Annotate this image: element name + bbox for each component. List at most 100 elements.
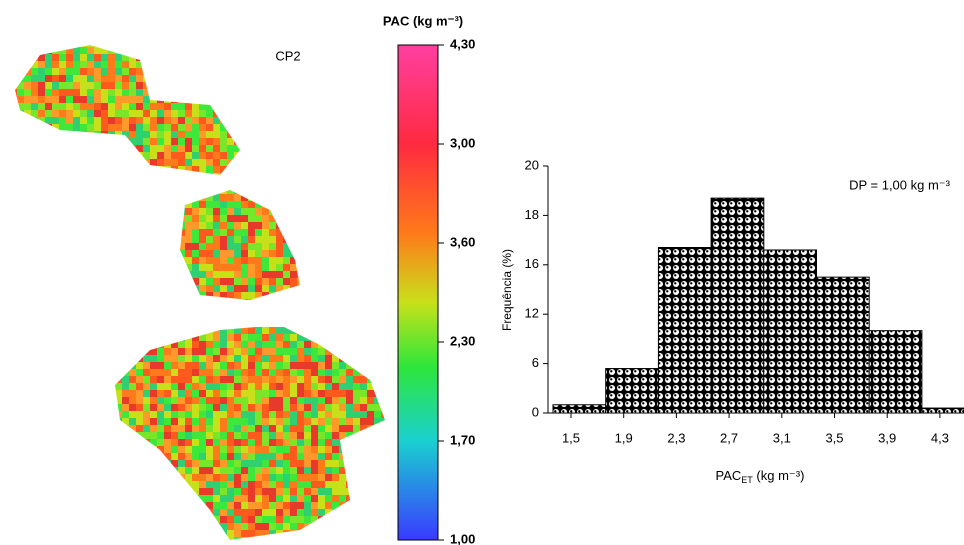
map-cell xyxy=(136,446,143,453)
map-cell xyxy=(381,61,385,68)
map-cell xyxy=(87,362,94,369)
map-cell xyxy=(220,523,227,530)
map-cell xyxy=(122,411,129,418)
map-cell xyxy=(129,173,136,180)
map-cell xyxy=(269,299,276,306)
map-cell xyxy=(157,173,164,180)
map-cell xyxy=(318,236,325,243)
map-cell xyxy=(304,348,311,355)
map-cell xyxy=(73,495,80,502)
map-cell xyxy=(325,502,332,509)
map-cell xyxy=(52,481,59,488)
map-cell xyxy=(262,488,269,495)
map-cell xyxy=(101,117,108,124)
map-cell xyxy=(185,390,192,397)
map-cell xyxy=(374,250,381,257)
map-cell xyxy=(388,215,395,222)
map-cell xyxy=(87,47,94,54)
map-cell xyxy=(297,75,304,82)
map-cell xyxy=(360,383,367,390)
map-cell xyxy=(304,110,311,117)
map-cell xyxy=(17,390,24,397)
map-cell xyxy=(15,173,17,180)
map-cell xyxy=(15,432,17,439)
map-cell xyxy=(262,187,269,194)
map-cell xyxy=(185,117,192,124)
map-cell xyxy=(171,376,178,383)
map-cell xyxy=(213,201,220,208)
map-cell xyxy=(255,68,262,75)
map-cell xyxy=(45,460,52,467)
map-cell xyxy=(297,516,304,523)
map-cell xyxy=(339,348,346,355)
map-cell xyxy=(66,152,73,159)
map-cell xyxy=(136,173,143,180)
map-cell xyxy=(31,152,38,159)
map-cell xyxy=(367,47,374,54)
map-cell xyxy=(171,124,178,131)
map-cell xyxy=(143,453,150,460)
map-cell xyxy=(325,54,332,61)
map-cell xyxy=(318,257,325,264)
map-cell xyxy=(283,530,290,537)
map-cell xyxy=(87,124,94,131)
map-cell xyxy=(185,201,192,208)
map-cell xyxy=(122,488,129,495)
map-cell xyxy=(248,278,255,285)
map-cell xyxy=(304,103,311,110)
map-cell xyxy=(374,509,381,516)
map-cell xyxy=(80,509,87,516)
map-cell xyxy=(213,327,220,334)
map-cell xyxy=(311,376,318,383)
map-cell xyxy=(199,110,206,117)
colorbar-label: 4,30 xyxy=(450,36,475,51)
map-cell xyxy=(332,376,339,383)
map-cell xyxy=(325,201,332,208)
map-cell xyxy=(367,453,374,460)
map-cell xyxy=(192,327,199,334)
map-cell xyxy=(339,47,346,54)
map-cell xyxy=(290,166,297,173)
map-cell xyxy=(199,418,206,425)
map-cell xyxy=(17,404,24,411)
map-cell xyxy=(220,390,227,397)
map-cell xyxy=(269,460,276,467)
map-cell xyxy=(255,383,262,390)
map-cell xyxy=(199,138,206,145)
map-cell xyxy=(206,131,213,138)
map-cell xyxy=(101,481,108,488)
map-cell xyxy=(297,243,304,250)
map-cell xyxy=(374,173,381,180)
map-cell xyxy=(290,432,297,439)
map-cell xyxy=(108,481,115,488)
map-cell xyxy=(129,523,136,530)
map-cell xyxy=(353,250,360,257)
map-cell xyxy=(290,45,297,47)
map-cell xyxy=(31,453,38,460)
map-cell xyxy=(52,131,59,138)
map-cell xyxy=(374,236,381,243)
map-cell xyxy=(87,411,94,418)
map-cell xyxy=(129,82,136,89)
map-cell xyxy=(339,502,346,509)
map-cell xyxy=(94,355,101,362)
map-cell xyxy=(115,439,122,446)
map-cell xyxy=(122,432,129,439)
map-cell xyxy=(255,502,262,509)
map-cell xyxy=(80,523,87,530)
map-cell xyxy=(101,82,108,89)
map-cell xyxy=(388,110,395,117)
map-cell xyxy=(262,54,269,61)
map-cell xyxy=(227,257,234,264)
map-cell xyxy=(367,117,374,124)
map-cell xyxy=(94,404,101,411)
map-cell xyxy=(15,362,17,369)
y-tick-label: 18 xyxy=(525,207,539,222)
map-cell xyxy=(276,264,283,271)
map-cell xyxy=(304,271,311,278)
map-cell xyxy=(332,397,339,404)
map-cell xyxy=(381,68,385,75)
map-cell xyxy=(59,418,66,425)
map-cell xyxy=(108,425,115,432)
map-cell xyxy=(143,474,150,481)
